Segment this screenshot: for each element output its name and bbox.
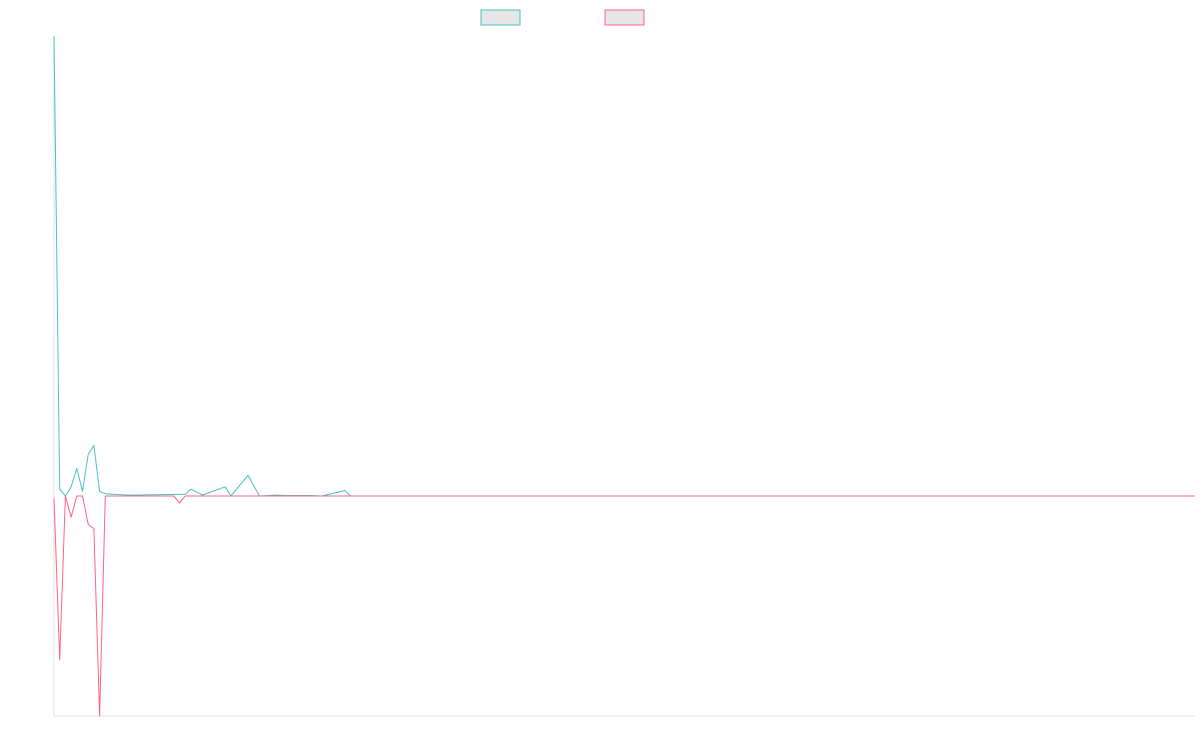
- legend-swatch-2[interactable]: [604, 9, 645, 26]
- series-layer: [53, 35, 1195, 717]
- series-line-1: [53, 35, 1195, 497]
- series-line-2: [53, 495, 1195, 717]
- legend-swatch-1[interactable]: [480, 9, 521, 26]
- legend: [480, 9, 645, 26]
